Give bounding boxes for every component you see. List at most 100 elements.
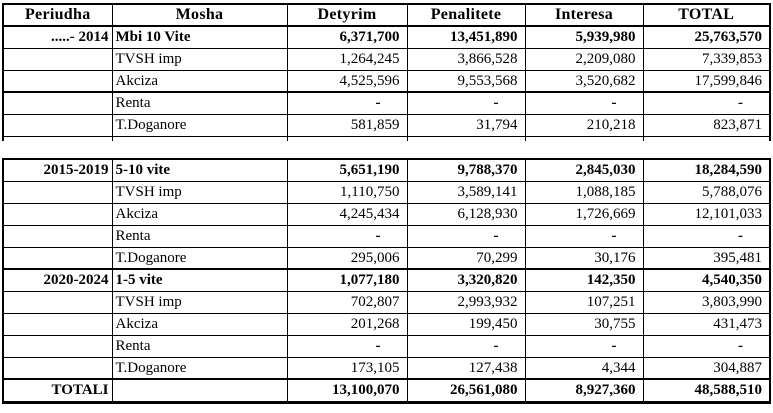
column-header-penalitete: Penalitete: [406, 3, 526, 27]
cell-interesa: 1,726,669: [524, 202, 644, 226]
cell-total: -: [642, 224, 771, 248]
cell-penalitete: 6,128,930: [406, 202, 526, 226]
table-row-tvsh: TVSH imp 1,264,245 3,866,528 2,209,080 7…: [2, 47, 771, 71]
column-header-total: TOTAL: [642, 3, 771, 27]
cell-penalitete: -: [406, 91, 526, 115]
cell-interesa: 2,209,080: [524, 47, 644, 71]
cell-penalitete: 3,320,820: [406, 268, 526, 292]
cell-periudha: [2, 135, 113, 141]
table-row-doganore: T.Doganore 295,006 70,299 30,176 395,481: [2, 246, 771, 270]
cell-interesa: -: [524, 224, 644, 248]
cell-detyrim: -: [286, 334, 408, 358]
cell-penalitete: 26,561,080: [406, 378, 526, 403]
clipped-empty-row: [2, 135, 771, 141]
cell-mosha: TVSH imp: [111, 180, 288, 204]
cell-detyrim: -: [286, 91, 408, 115]
cell-periudha: 2020-2024: [2, 268, 113, 292]
cell-total: -: [642, 334, 771, 358]
cell-periudha: 2015-2019: [2, 158, 113, 182]
cell-mosha: Akciza: [111, 202, 288, 226]
cell-interesa: -: [524, 91, 644, 115]
table-row-renta: Renta - - - -: [2, 224, 771, 248]
cell-total: 12,101,033: [642, 202, 771, 226]
cell-periudha: [2, 246, 113, 270]
column-header-interesa: Interesa: [524, 3, 644, 27]
cell-interesa: 3,520,682: [524, 69, 644, 93]
cell-penalitete: -: [406, 334, 526, 358]
cell-mosha: Renta: [111, 224, 288, 248]
cell-mosha: Mbi 10 Vite: [111, 25, 288, 49]
cell-periudha: [2, 202, 113, 226]
cell-penalitete: 13,451,890: [406, 25, 526, 49]
cell-periudha: [2, 91, 113, 115]
cell-total: 395,481: [642, 246, 771, 270]
cell-penalitete: 9,788,370: [406, 158, 526, 182]
cell-penalitete: [406, 135, 526, 141]
cell-detyrim: 6,371,700: [286, 25, 408, 49]
cell-interesa: [524, 135, 644, 141]
header-row: Periudha Mosha Detyrim Penalitete Intere…: [2, 3, 771, 27]
cell-periudha: [2, 312, 113, 336]
cell-penalitete: 3,589,141: [406, 180, 526, 204]
cell-total: 4,540,350: [642, 268, 771, 292]
cell-total: -: [642, 91, 771, 115]
table-row-renta: Renta - - - -: [2, 91, 771, 115]
cell-total: 823,871: [642, 113, 771, 137]
cell-periudha: [2, 180, 113, 204]
section-row-2020-2024: 2020-2024 1-5 vite 1,077,180 3,320,820 1…: [2, 268, 771, 292]
cell-periudha-totali: TOTALI: [2, 378, 113, 403]
table-row-renta: Renta - - - -: [2, 334, 771, 358]
arrears-table-upper: Periudha Mosha Detyrim Penalitete Intere…: [2, 3, 771, 141]
cell-mosha: Akciza: [111, 312, 288, 336]
cell-periudha: .....- 2014: [2, 25, 113, 49]
cell-detyrim: 4,245,434: [286, 202, 408, 226]
cell-total: 304,887: [642, 356, 771, 380]
cell-detyrim: 1,264,245: [286, 47, 408, 71]
cell-total: 17,599,846: [642, 69, 771, 93]
cell-mosha: Renta: [111, 91, 288, 115]
cell-interesa: -: [524, 334, 644, 358]
table-row-doganore: T.Doganore 581,859 31,794 210,218 823,87…: [2, 113, 771, 137]
cell-total: 48,588,510: [642, 378, 771, 403]
grand-total-row: TOTALI 13,100,070 26,561,080 8,927,360 4…: [2, 378, 771, 403]
cell-penalitete: 9,553,568: [406, 69, 526, 93]
cell-mosha: T.Doganore: [111, 356, 288, 380]
cell-penalitete: 31,794: [406, 113, 526, 137]
cell-penalitete: 199,450: [406, 312, 526, 336]
cell-mosha: Akciza: [111, 69, 288, 93]
cell-mosha: TVSH imp: [111, 47, 288, 71]
cell-mosha: T.Doganore: [111, 246, 288, 270]
cell-penalitete: 3,866,528: [406, 47, 526, 71]
cell-detyrim: 4,525,596: [286, 69, 408, 93]
table-row-tvsh: TVSH imp 1,110,750 3,589,141 1,088,185 5…: [2, 180, 771, 204]
cell-mosha: 1-5 vite: [111, 268, 288, 292]
cell-periudha: [2, 334, 113, 358]
column-header-detyrim: Detyrim: [286, 3, 408, 27]
cell-interesa: 2,845,030: [524, 158, 644, 182]
cell-mosha: TVSH imp: [111, 290, 288, 314]
cell-interesa: 30,755: [524, 312, 644, 336]
cell-total: 7,339,853: [642, 47, 771, 71]
cell-periudha: [2, 356, 113, 380]
cell-detyrim: 1,110,750: [286, 180, 408, 204]
column-header-periudha: Periudha: [2, 3, 113, 27]
cell-interesa: 8,927,360: [524, 378, 644, 403]
cell-periudha: [2, 47, 113, 71]
cell-penalitete: 127,438: [406, 356, 526, 380]
cell-mosha: [111, 135, 288, 141]
cell-total: 25,763,570: [642, 25, 771, 49]
cell-detyrim: 702,807: [286, 290, 408, 314]
cell-periudha: [2, 224, 113, 248]
cell-total: 5,788,076: [642, 180, 771, 204]
cell-periudha: [2, 290, 113, 314]
cell-detyrim: 1,077,180: [286, 268, 408, 292]
cell-penalitete: 2,993,932: [406, 290, 526, 314]
cell-detyrim: 581,859: [286, 113, 408, 137]
table-row-tvsh: TVSH imp 702,807 2,993,932 107,251 3,803…: [2, 290, 771, 314]
table-row-akciza: Akciza 4,525,596 9,553,568 3,520,682 17,…: [2, 69, 771, 93]
cell-interesa: 142,350: [524, 268, 644, 292]
cell-interesa: 5,939,980: [524, 25, 644, 49]
cell-periudha: [2, 69, 113, 93]
table-row-akciza: Akciza 4,245,434 6,128,930 1,726,669 12,…: [2, 202, 771, 226]
